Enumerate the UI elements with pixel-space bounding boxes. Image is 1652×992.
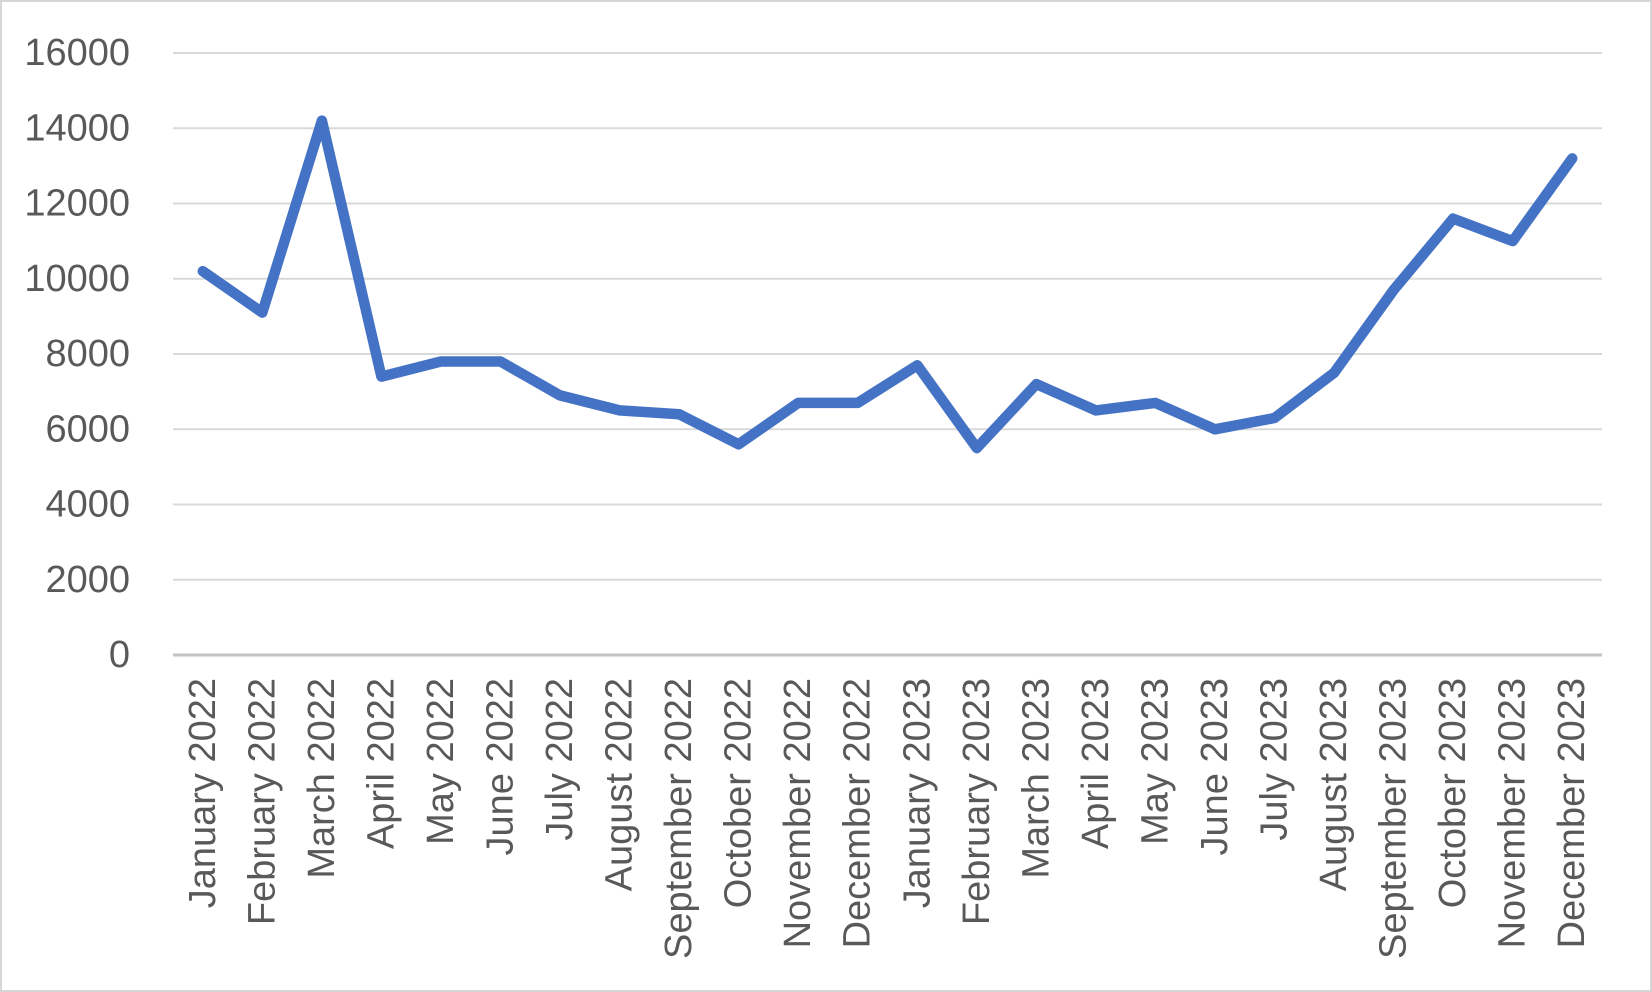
data-series-line xyxy=(197,115,1578,454)
y-axis-tick-label: 6000 xyxy=(45,408,130,450)
x-axis-tick-label: August 2023 xyxy=(1313,678,1355,891)
y-axis-tick-label: 14000 xyxy=(24,107,130,149)
x-axis-tick-label: May 2022 xyxy=(420,678,462,845)
y-axis-tick-label: 8000 xyxy=(45,333,130,375)
x-axis-tick-label: November 2023 xyxy=(1492,678,1534,948)
x-axis-tick-label: December 2023 xyxy=(1551,678,1593,948)
x-axis-tick-label: June 2022 xyxy=(479,678,521,856)
x-axis-tick-label: January 2022 xyxy=(182,678,224,908)
x-axis-tick-label: September 2022 xyxy=(658,678,700,959)
x-axis-tick-label: March 2023 xyxy=(1015,678,1057,879)
y-axis-tick-label: 0 xyxy=(109,634,130,676)
y-axis-tick-label: 4000 xyxy=(45,484,130,526)
x-axis-tick-label: April 2023 xyxy=(1075,678,1117,849)
y-axis-tick-label: 12000 xyxy=(24,183,130,225)
x-axis-tick-label: August 2022 xyxy=(599,678,641,891)
x-axis-tick-label: July 2022 xyxy=(539,678,581,841)
x-axis-tick-label: February 2022 xyxy=(241,678,283,925)
x-axis-tick-label: January 2023 xyxy=(896,678,938,908)
y-axis-tick-label: 16000 xyxy=(24,32,130,74)
x-axis-tick-label: April 2022 xyxy=(360,678,402,849)
x-axis-tick-label: November 2022 xyxy=(777,678,819,948)
x-axis-tick-label: February 2023 xyxy=(956,678,998,925)
x-axis-tick-label: June 2023 xyxy=(1194,678,1236,856)
x-axis-tick-label: October 2023 xyxy=(1432,678,1474,908)
x-axis-tick-label: December 2022 xyxy=(837,678,879,948)
x-axis-tick-label: September 2023 xyxy=(1373,678,1415,959)
y-axis-tick-label: 10000 xyxy=(24,258,130,300)
x-axis-tick-label: July 2023 xyxy=(1254,678,1296,841)
x-axis-tick-label: March 2022 xyxy=(301,678,343,879)
x-axis-tick-label: October 2022 xyxy=(718,678,760,908)
y-axis-tick-label: 2000 xyxy=(45,559,130,601)
x-axis-tick-label: May 2023 xyxy=(1134,678,1176,845)
